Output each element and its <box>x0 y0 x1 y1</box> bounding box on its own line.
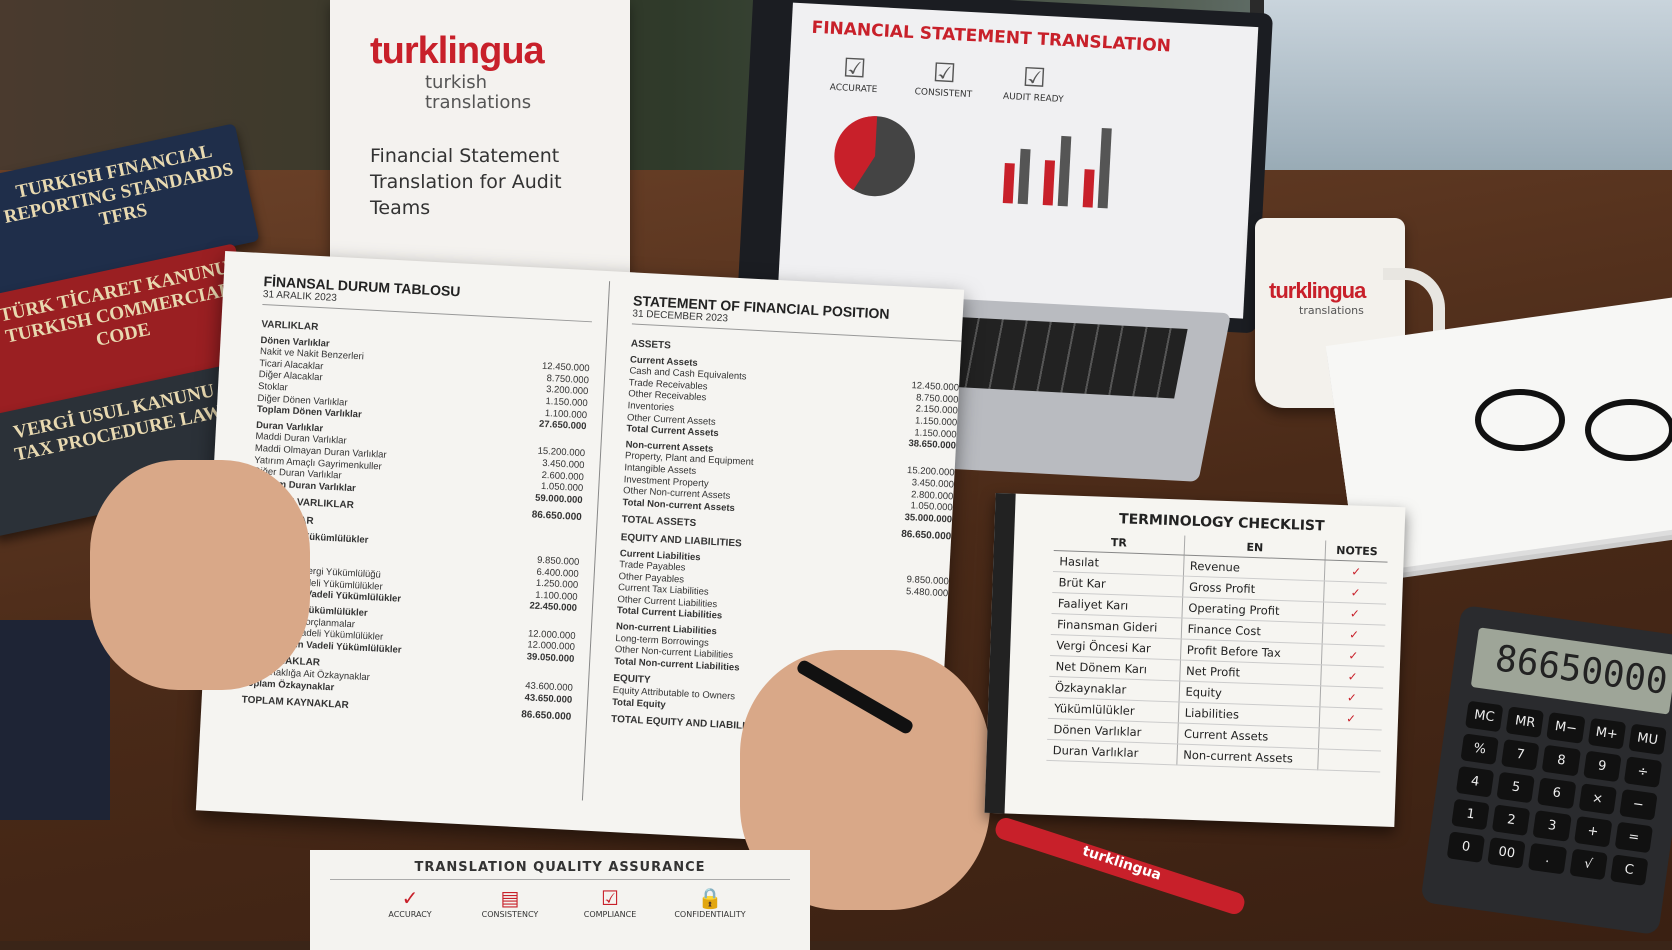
term-tr: Duran Varlıklar <box>1046 739 1178 765</box>
row-label: Total Equity <box>611 696 666 711</box>
row-label: VARLIKLAR <box>261 319 319 333</box>
row-value <box>580 530 581 542</box>
calculator-key: % <box>1460 733 1500 765</box>
checkmark-icon <box>1317 748 1381 773</box>
checkmark-icon: ✓ <box>1322 622 1386 647</box>
row-value <box>585 437 586 449</box>
row-value: 43.650.000 <box>524 691 573 706</box>
calculator-key: M− <box>1546 712 1586 744</box>
row-value: 59.000.000 <box>534 492 583 506</box>
brand-sub: turkish <box>425 72 488 93</box>
mug-sub: translations <box>1299 304 1364 317</box>
qa-title: TRANSLATION QUALITY ASSURANCE <box>330 860 790 880</box>
calculator-key: 6 <box>1537 777 1577 810</box>
sign-text: Financial Statement Translation for Audi… <box>370 145 562 219</box>
calculator-key: 9 <box>1582 750 1622 783</box>
calculator-key: √ <box>1569 848 1608 881</box>
calculator-key: 0 <box>1446 831 1486 863</box>
terminology-notebook: TERMINOLOGY CHECKLIST TR EN NOTES Hasılat R… <box>984 492 1406 828</box>
calculator-key: × <box>1578 783 1617 815</box>
clipboard-gear-icon: ☑ CONSISTENT <box>914 58 973 101</box>
row-label: ASSETS <box>630 338 672 352</box>
clipboard-check-icon: ☑ COMPLIANCE <box>583 886 637 919</box>
calculator-key: + <box>1573 815 1613 848</box>
clipboard-list-icon: ☑ AUDIT READY <box>1002 62 1064 105</box>
clipboard-check-icon: ☑ ACCURATE <box>829 53 878 96</box>
checklist-table: TR EN NOTES Hasılat Revenue ✓ Brüt Kar Gross P… <box>1046 531 1389 773</box>
quality-assurance-card: TRANSLATION QUALITY ASSURANCE ✓ ACCURACY ▤… <box>310 850 810 950</box>
calculator-key: 00 <box>1487 837 1527 869</box>
mug-logo: turklingua <box>1269 278 1366 303</box>
calculator-key: 7 <box>1501 739 1540 771</box>
brand-sub: translations <box>425 92 532 113</box>
calculator-key: = <box>1614 821 1654 854</box>
checkmark-icon: ✓ <box>1323 601 1387 626</box>
check-circle-icon: ✓ ACCURACY <box>388 886 432 919</box>
row-value <box>580 546 581 558</box>
calculator-key: 1 <box>1451 798 1490 831</box>
calculator-key: MC <box>1465 700 1504 733</box>
checkmark-icon: ✓ <box>1323 580 1387 605</box>
checkmark-icon: ✓ <box>1320 685 1384 710</box>
calculator-key: M+ <box>1587 717 1627 750</box>
bar-chart <box>1002 128 1112 209</box>
qa-label: COMPLIANCE <box>583 910 637 919</box>
pie-slice <box>834 116 878 191</box>
turkish-statement: FİNANSAL DURUM TABLOSU 31 ARALIK 2023 VA… <box>241 273 593 723</box>
laptop: FINANCIAL STATEMENT TRANSLATION ☑ ACCURAT… <box>736 0 1274 334</box>
row-value: 22.450.000 <box>529 600 578 615</box>
row-value: 5.480.000 <box>905 585 949 600</box>
calculator-key: − <box>1619 788 1658 821</box>
calculator-key: 3 <box>1532 810 1572 842</box>
calculator: 86650000 MC MR M− M+ MU% 7 8 9 ÷ 4 5 6 × − 1 2 3 + = 0 00. √ C <box>1420 604 1672 936</box>
calculator-key: MR <box>1505 706 1545 738</box>
row-label: EQUITY AND LIABILITIES <box>620 532 742 550</box>
brand-sign: turklingua turkish translations Financia… <box>330 0 630 280</box>
screen-charts <box>834 116 1112 209</box>
row-value: 86.650.000 <box>520 709 572 723</box>
laptop-screen: FINANCIAL STATEMENT TRANSLATION ☑ ACCURAT… <box>777 2 1259 319</box>
col-notes: NOTES <box>1325 540 1389 563</box>
checkmark-icon: ✓ <box>1324 559 1388 584</box>
qa-label: CONSISTENCY <box>481 910 539 919</box>
row-label: TOTAL ASSETS <box>621 514 697 530</box>
calculator-key: ÷ <box>1623 756 1663 788</box>
left-sleeve <box>0 620 110 820</box>
checkmark-icon: ✓ <box>1320 664 1384 689</box>
row-value: 35.000.000 <box>904 511 953 526</box>
calculator-key: C <box>1609 854 1649 886</box>
qa-label: ACCURACY <box>388 910 432 919</box>
lock-shield-icon: 🔒 CONFIDENTIALITY <box>674 886 746 919</box>
calculator-key: 8 <box>1542 744 1581 777</box>
row-value <box>576 619 577 631</box>
calculator-key: 2 <box>1492 804 1531 837</box>
checkmark-icon <box>1318 727 1382 752</box>
row-label: TOPLAM KAYNAKLAR <box>241 694 350 712</box>
row-value: 39.050.000 <box>526 651 575 665</box>
calculator-key: 5 <box>1496 771 1536 804</box>
left-hand <box>90 460 310 690</box>
checkmark-icon: ✓ <box>1319 706 1383 731</box>
row-value: 27.650.000 <box>538 418 587 433</box>
row-value <box>591 336 592 348</box>
calculator-key: . <box>1528 842 1567 875</box>
term-en: Non-current Assets <box>1176 743 1319 770</box>
calculator-display: 86650000 <box>1470 627 1672 715</box>
calculator-key: 4 <box>1455 765 1495 798</box>
checkmark-icon: ✓ <box>1321 643 1385 668</box>
row-value: 86.650.000 <box>900 529 952 543</box>
row-value: 86.650.000 <box>531 509 582 524</box>
clipboard-icon: ▤ CONSISTENCY <box>481 886 539 919</box>
calculator-key: MU <box>1628 723 1667 756</box>
row-value <box>573 671 574 683</box>
row-value: 38.650.000 <box>908 438 957 452</box>
qa-label: CONFIDENTIALITY <box>674 910 746 919</box>
row-value <box>590 352 591 364</box>
glasses-icon <box>1475 389 1672 461</box>
brand-logo: turklingua <box>370 30 545 72</box>
